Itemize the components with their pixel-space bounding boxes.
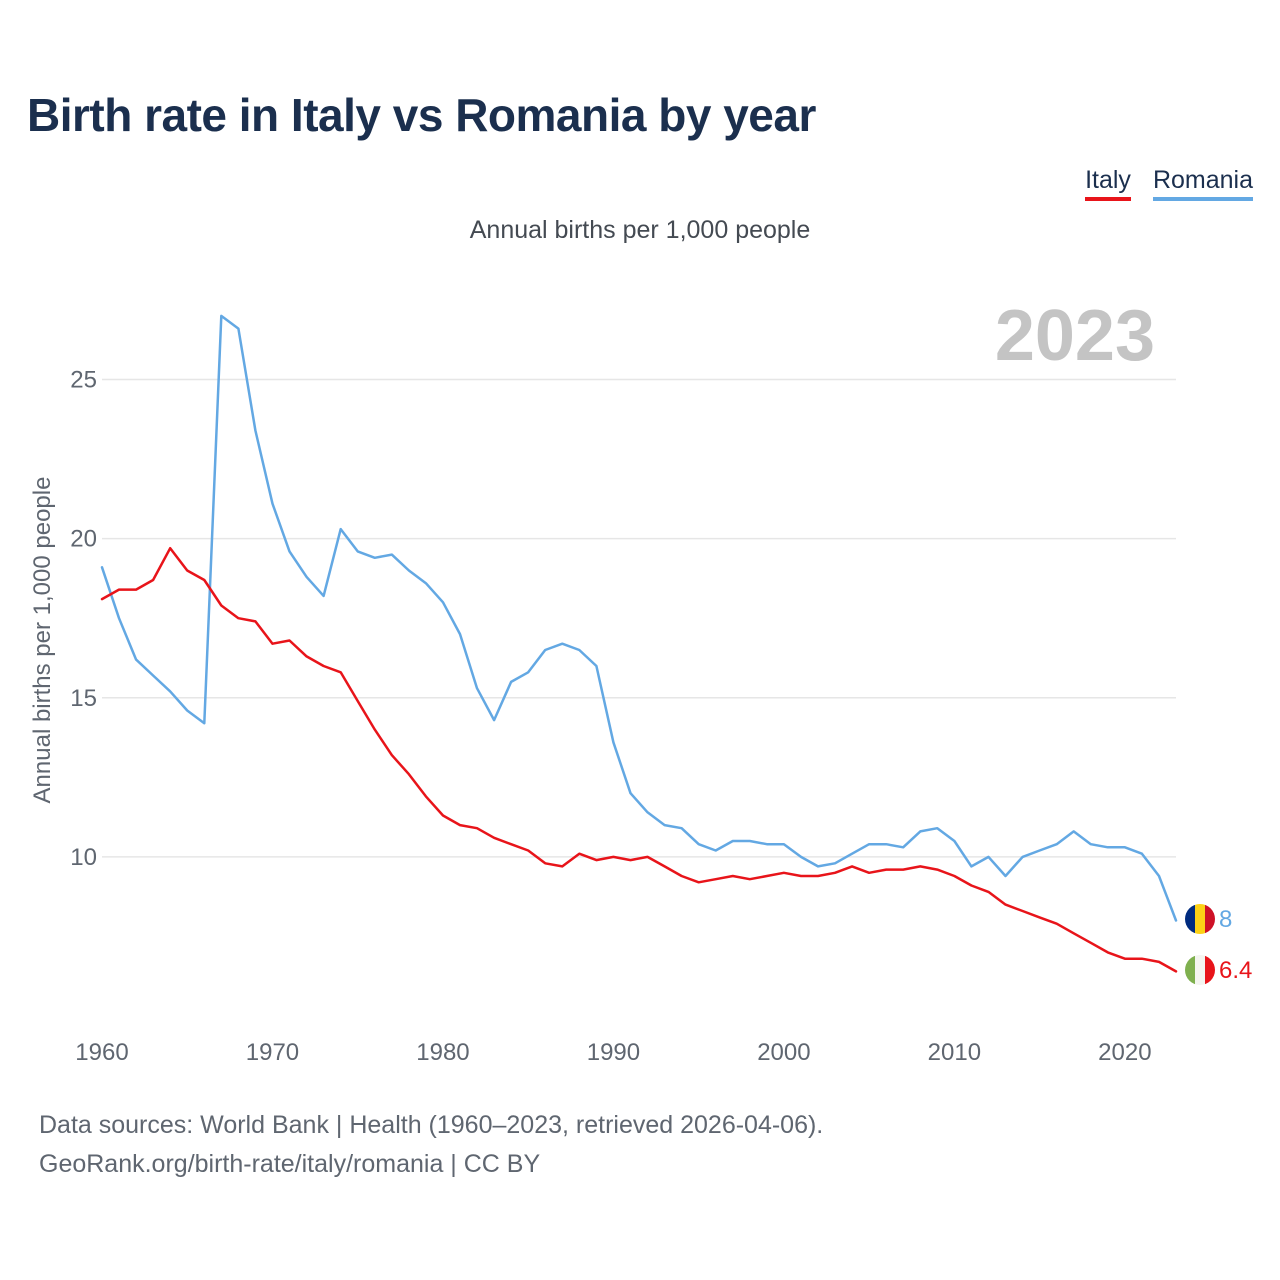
x-tick-label: 1970: [246, 1039, 299, 1066]
chart-legend: Italy Romania: [1085, 166, 1253, 201]
series-line-romania: [100, 314, 1178, 922]
chart-subtitle: Annual births per 1,000 people: [469, 216, 811, 244]
year-watermark: 2023: [995, 296, 1155, 376]
y-axis-label: Annual births per 1,000 people: [29, 477, 56, 804]
legend-item-romania[interactable]: Romania: [1152, 166, 1253, 201]
page-title: Birth rate in Italy vs Romania by year: [27, 89, 816, 141]
x-tick-label: 1960: [75, 1039, 128, 1066]
footer-link[interactable]: GeoRank.org/birth-rate/italy/romania | C…: [39, 1150, 541, 1178]
x-tick-label: 1980: [416, 1039, 469, 1066]
y-tick-label: 20: [70, 526, 97, 553]
gridlines: [102, 378, 1176, 858]
x-tick-label: 2010: [928, 1039, 981, 1066]
flag-romania-icon: [1185, 904, 1215, 934]
y-tick-label: 10: [70, 844, 97, 871]
y-tick-label: 25: [70, 367, 97, 394]
footer-sources: Data sources: World Bank | Health (1960–…: [39, 1111, 824, 1139]
series-line-italy: [100, 546, 1178, 973]
x-tick-label: 2000: [757, 1039, 810, 1066]
flag-italy-icon: [1185, 955, 1215, 985]
x-tick-label: 2020: [1098, 1039, 1151, 1066]
legend-item-italy[interactable]: Italy: [1085, 166, 1131, 201]
x-tick-label: 1990: [587, 1039, 640, 1066]
x-axis-ticks: 1960 1970 1980 1990 2000 2010 2020: [75, 1039, 1151, 1066]
series-lines: [100, 314, 1178, 973]
end-value-romania: 8: [1219, 906, 1232, 933]
y-tick-label: 15: [70, 685, 97, 712]
end-value-italy: 6.4: [1219, 957, 1252, 984]
footer: Data sources: World Bank | Health (1960–…: [39, 1106, 823, 1184]
y-axis-ticks: 10 15 20 25: [70, 367, 97, 871]
